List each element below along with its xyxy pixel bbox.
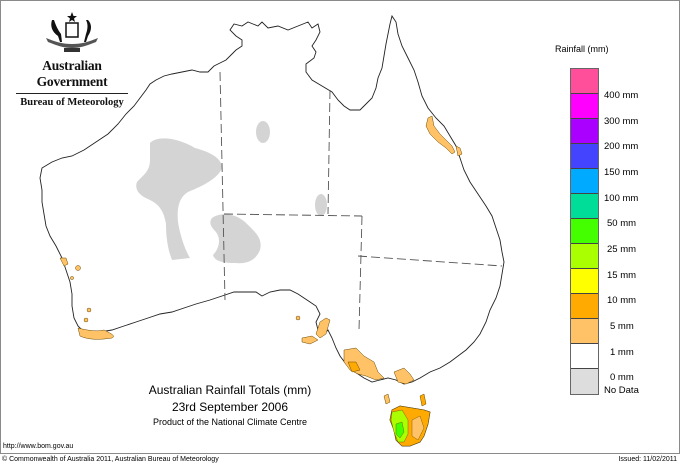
legend-swatch-400plus — [571, 69, 598, 94]
state-borders — [219, 71, 503, 331]
legend-label: 100 mm — [604, 193, 639, 204]
rainfall-areas — [59, 115, 463, 407]
legend-title: Rainfall (mm) — [555, 44, 609, 54]
legend-label: 150 mm — [604, 167, 639, 178]
legend-label: 300 mm — [604, 116, 639, 127]
legend-label: 1 mm — [610, 347, 634, 358]
legend-label: 0 mm — [610, 372, 634, 383]
legend-label: 15 mm — [607, 270, 637, 281]
legend-label: No Data — [604, 385, 639, 396]
legend-swatch-25-50 — [571, 219, 598, 244]
map-title-block: Australian Rainfall Totals (mm) 23rd Sep… — [130, 383, 330, 428]
mainland-coastline — [39, 14, 505, 385]
legend-swatch-5-10 — [571, 294, 598, 319]
legend-color-bar — [570, 68, 599, 395]
legend-label: 25 mm — [607, 244, 637, 255]
copyright-text: © Commonwealth of Australia 2011, Austra… — [2, 456, 219, 463]
legend-swatch-300-400 — [571, 94, 598, 119]
org-name: Australian Government — [36, 58, 108, 89]
map-product: Product of the National Climate Centre — [152, 417, 308, 427]
legend-label: 5 mm — [610, 321, 634, 332]
map-frame — [0, 0, 680, 454]
legend-swatch-10-15 — [571, 269, 598, 294]
org-subname: Bureau of Meteorology — [20, 97, 124, 108]
legend-swatch-0-1 — [571, 344, 598, 369]
legend-swatch-15-25 — [571, 244, 598, 269]
coat-of-arms-icon — [46, 12, 98, 52]
no-data-regions — [136, 121, 327, 264]
map-title: Australian Rainfall Totals (mm) — [148, 383, 312, 397]
legend-swatch-100-150 — [571, 169, 598, 194]
legend-swatch-200-300 — [571, 119, 598, 144]
map-date: 23rd September 2006 — [171, 400, 289, 414]
tasmania-rainfall — [389, 405, 431, 447]
legend-swatch-50-100 — [571, 194, 598, 219]
issued-date: Issued: 11/02/2011 — [618, 456, 677, 463]
legend-label: 10 mm — [607, 295, 637, 306]
legend-label: 400 mm — [604, 90, 639, 101]
bom-logo: Australian Government Bureau of Meteorol… — [10, 10, 134, 108]
legend-label: 50 mm — [607, 218, 637, 229]
legend-label: 200 mm — [604, 141, 639, 152]
legend-swatch-1-5 — [571, 319, 598, 344]
legend-swatch-150-200 — [571, 144, 598, 169]
legend-swatch-no-data — [571, 369, 598, 394]
logo-divider — [16, 93, 128, 94]
bom-url-link[interactable]: http://www.bom.gov.au — [3, 443, 74, 450]
